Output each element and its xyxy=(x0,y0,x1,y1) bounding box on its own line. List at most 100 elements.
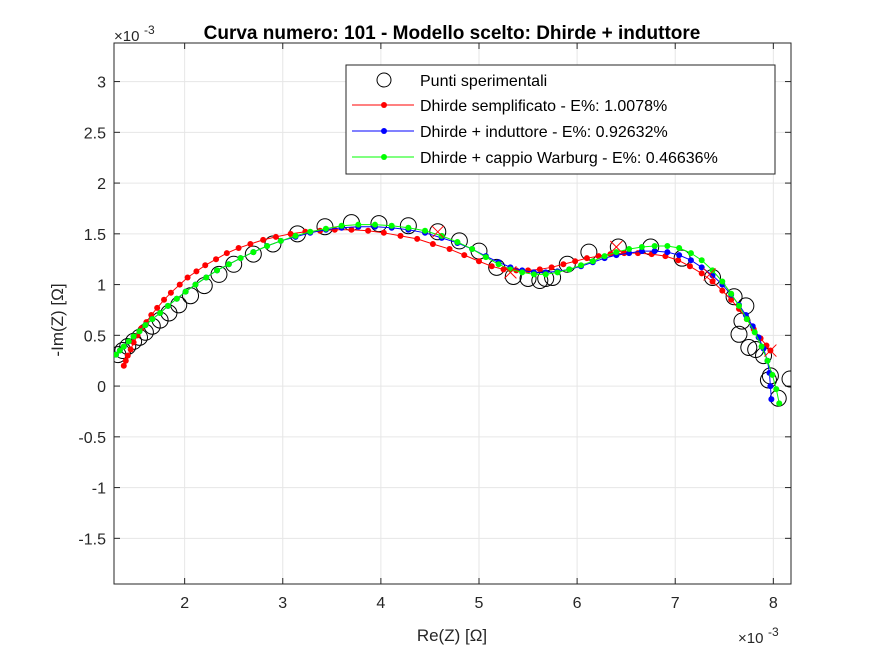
simplified-series-point xyxy=(572,258,579,265)
legend-circle-icon xyxy=(376,72,392,88)
simplified-series-point xyxy=(719,287,726,294)
warburg-series-point xyxy=(566,266,573,273)
x-marker-stroke xyxy=(703,268,716,281)
experimental-point xyxy=(399,217,417,235)
legend-entry-warburg: Dhirde + cappio Warburg - E%: 0.46636% xyxy=(352,150,718,167)
x-marker-stroke xyxy=(764,344,777,357)
y-exponent-base: ×10 xyxy=(114,28,139,45)
simplified-series-point xyxy=(260,236,267,243)
y-exponent-power: -3 xyxy=(144,23,155,37)
x-exponent-power: -3 xyxy=(768,625,779,639)
simplified-series-point xyxy=(176,281,183,288)
simplified-series-point xyxy=(127,346,134,353)
warburg-series-point xyxy=(664,243,671,250)
simplified-series-point xyxy=(548,264,555,271)
simplified-series-point xyxy=(348,226,355,233)
warburg-series-point xyxy=(776,400,783,407)
legend-label-simplified: Dhirde semplificato - E%: 1.0078% xyxy=(420,98,667,115)
inductor-series-point xyxy=(749,323,756,330)
simplified-series-point xyxy=(120,362,127,369)
warburg-series-point xyxy=(519,269,526,276)
experimental-point xyxy=(316,218,334,236)
warburg-series-point xyxy=(709,267,716,274)
warburg-series-point xyxy=(125,338,132,345)
simplified-series-point xyxy=(154,304,161,311)
x-axis-label: Re(Z) [Ω] xyxy=(417,626,487,645)
warburg-series-point xyxy=(638,244,645,251)
experimental-point xyxy=(781,370,791,388)
warburg-series-point xyxy=(728,290,735,297)
x-axis-exponent: ×10 -3 xyxy=(738,625,779,647)
x-marker xyxy=(703,268,716,281)
warburg-series-point xyxy=(743,316,750,323)
inductor-series-point xyxy=(687,257,694,264)
warburg-series-point xyxy=(764,357,771,364)
warburg-series-point xyxy=(454,238,461,245)
warburg-series-point xyxy=(136,328,143,335)
legend-dot-warburg xyxy=(381,154,387,160)
x-marker-stroke xyxy=(504,266,517,279)
legend-entry-experimental: Punti sperimentali xyxy=(376,72,547,90)
x-marker xyxy=(764,344,777,357)
y-tick-label: -1.5 xyxy=(78,531,106,548)
warburg-series-point xyxy=(307,228,314,235)
experimental-point xyxy=(225,255,243,273)
warburg-series-point xyxy=(626,246,633,253)
x-marker-stroke xyxy=(610,240,623,254)
warburg-series-point xyxy=(371,221,378,228)
warburg-series-point xyxy=(719,278,726,285)
simplified-series-point xyxy=(365,227,372,234)
simplified-series-point xyxy=(429,240,436,247)
warburg-series-point xyxy=(322,225,329,232)
simplified-series-point xyxy=(536,266,543,273)
x-tick-label: 4 xyxy=(376,595,385,612)
legend-label-experimental: Punti sperimentali xyxy=(420,73,547,90)
simplified-series-point xyxy=(161,296,168,303)
warburg-series-point xyxy=(507,266,514,273)
warburg-series-point xyxy=(182,288,189,295)
legend-dot-inductor xyxy=(381,128,387,134)
warburg-series-point xyxy=(192,281,199,288)
warburg-series-point xyxy=(203,274,210,281)
warburg-series-point xyxy=(773,386,780,393)
simplified-series-point xyxy=(130,339,137,346)
y-tick-label: 1 xyxy=(97,278,106,295)
simplified-series-point xyxy=(167,289,174,296)
x-marker xyxy=(610,240,623,254)
x-tick-label: 8 xyxy=(769,595,778,612)
y-tick-label: 2.5 xyxy=(84,125,106,142)
simplified-series-point xyxy=(380,229,387,236)
warburg-series-point xyxy=(114,351,119,358)
simplified-series-point xyxy=(583,255,590,262)
simplified-series-point xyxy=(414,235,421,242)
experimental-point xyxy=(730,325,748,343)
legend: Punti sperimentali Dhirde semplificato -… xyxy=(345,64,776,175)
warburg-series-point xyxy=(388,222,395,229)
simplified-series-point xyxy=(698,270,705,277)
simplified-series-point xyxy=(287,230,294,237)
inductor-series-point xyxy=(709,272,716,279)
warburg-series-point xyxy=(578,262,585,269)
simplified-series-point xyxy=(525,267,532,274)
axis-ticks: 2 3 4 5 6 7 8 -1.5 -1 -0.5 0 0.5 1 1.5 2 2.5 3 xyxy=(78,43,791,612)
warburg-series-point xyxy=(157,309,164,316)
simplified-series-point xyxy=(247,240,254,247)
warburg-series-point xyxy=(164,302,171,309)
simplified-series-point xyxy=(272,233,279,240)
warburg-series-point xyxy=(530,271,537,278)
warburg-series-point xyxy=(173,295,180,302)
legend-entry-inductor: Dhirde + induttore - E%: 0.92632% xyxy=(352,124,668,141)
warburg-series-point xyxy=(554,269,561,276)
simplified-series-point xyxy=(709,278,716,285)
warburg-series-point xyxy=(651,243,658,250)
warburg-series-point xyxy=(277,237,284,244)
y-tick-label: -1 xyxy=(92,481,106,498)
warburg-series-point xyxy=(422,227,429,234)
x-tick-label: 6 xyxy=(573,595,582,612)
simplified-series-point xyxy=(461,252,468,259)
simplified-series-point xyxy=(488,263,495,270)
warburg-series-point xyxy=(601,253,608,260)
legend-label-warburg: Dhirde + cappio Warburg - E%: 0.46636% xyxy=(420,150,718,167)
data-series xyxy=(114,214,791,407)
